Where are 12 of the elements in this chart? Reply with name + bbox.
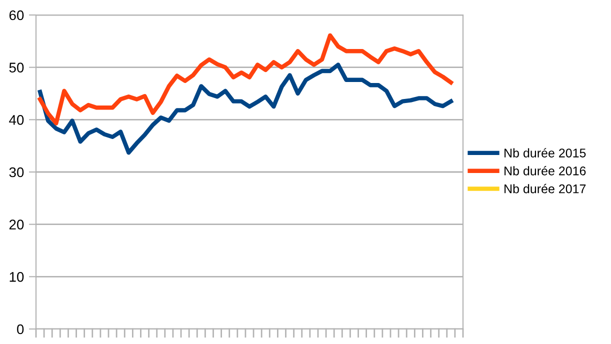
legend-label: Nb durée 2015 bbox=[504, 148, 586, 158]
y-tick-label: 30 bbox=[9, 167, 24, 178]
legend-label: Nb durée 2017 bbox=[504, 184, 586, 194]
line-series bbox=[38, 62, 453, 155]
legend-label: Nb durée 2016 bbox=[504, 166, 586, 176]
y-tick-label: 40 bbox=[9, 115, 24, 125]
y-tick-label: 0 bbox=[17, 324, 24, 334]
y-tick-label: 10 bbox=[10, 272, 24, 282]
line-series bbox=[38, 33, 453, 126]
y-tick-label: 60 bbox=[9, 10, 24, 20]
y-tick-label: 20 bbox=[9, 220, 24, 230]
y-tick-label: 50 bbox=[9, 62, 24, 73]
